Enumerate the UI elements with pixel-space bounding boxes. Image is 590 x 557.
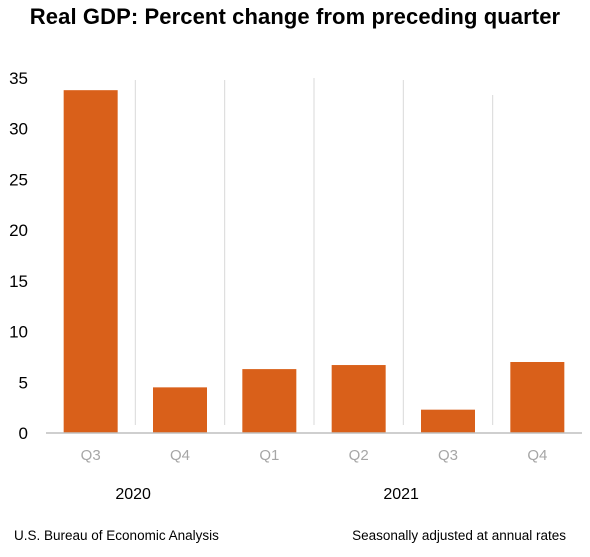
y-tick-label: 35 [9,69,28,88]
x-tick-label: Q2 [349,447,369,464]
year-label-2021: 2021 [383,486,419,503]
y-tick-label: 20 [9,221,28,240]
y-tick-label: 0 [19,424,28,443]
bars [63,90,565,434]
source-note: U.S. Bureau of Economic Analysis [14,528,219,543]
x-tick-label: Q3 [438,447,458,464]
y-tick-label: 25 [9,170,28,189]
y-axis: 0 5 10 15 20 25 30 35 [9,69,28,443]
bar [510,362,565,433]
x-tick-label: Q4 [527,447,547,464]
bar [242,369,297,433]
bar-chart: 0 5 10 15 20 25 30 35 Q3 Q4 Q1 Q2 Q3 Q4 [9,69,582,464]
y-tick-label: 10 [9,323,28,342]
y-tick-label: 15 [9,272,28,291]
year-label-2020: 2020 [115,486,151,503]
x-tick-label: Q4 [170,447,190,464]
y-tick-label: 30 [9,120,28,139]
y-tick-label: 5 [19,373,28,392]
x-tick-label: Q1 [259,447,279,464]
bar [331,365,386,433]
chart-title: Real GDP: Percent change from preceding … [29,4,561,29]
bar [421,409,475,433]
x-axis: Q3 Q4 Q1 Q2 Q3 Q4 [46,432,582,464]
rates-note: Seasonally adjusted at annual rates [352,528,566,543]
bar [153,387,207,433]
x-tick-label: Q3 [81,447,101,464]
bar [63,90,118,434]
period-separators [134,78,494,425]
